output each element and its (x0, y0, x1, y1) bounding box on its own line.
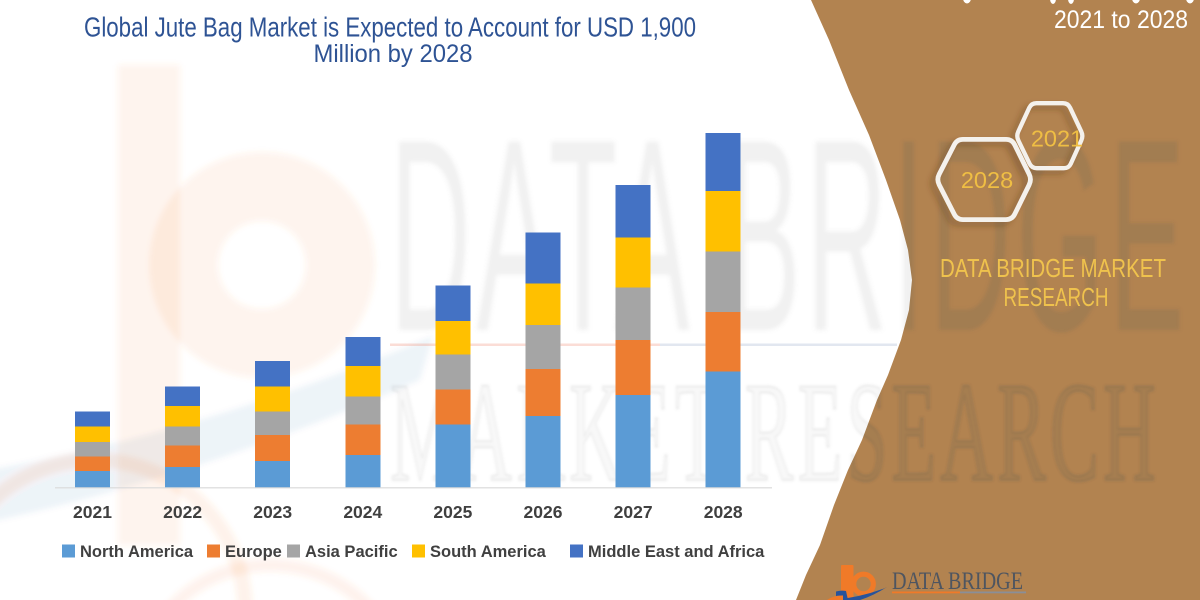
svg-text:2026: 2026 (524, 502, 563, 522)
svg-text:MARKET RESEARCH: MARKET RESEARCH (892, 598, 1024, 600)
svg-text:2023: 2023 (253, 502, 292, 522)
svg-text:North America: North America (80, 543, 194, 561)
svg-text:Million by 2028: Million by 2028 (314, 40, 473, 68)
svg-text:DATA BRIDGE: DATA BRIDGE (390, 83, 1190, 389)
svg-text:2028: 2028 (961, 167, 1013, 193)
svg-text:DATA BRIDGE: DATA BRIDGE (892, 568, 1023, 595)
svg-text:2028: 2028 (704, 502, 743, 522)
svg-text:DATA BRIDGE MARKET: DATA BRIDGE MARKET (940, 253, 1166, 283)
svg-text:MARKET RESEARCH: MARKET RESEARCH (390, 353, 1160, 511)
svg-text:Asia Pacific: Asia Pacific (305, 543, 398, 561)
svg-text:South America: South America (430, 543, 547, 561)
svg-text:2021 to 2028: 2021 to 2028 (1054, 6, 1188, 34)
svg-text:2021: 2021 (1031, 126, 1083, 152)
svg-text:2024: 2024 (343, 502, 382, 522)
svg-text:Global Jute Bag Market is Expe: Global Jute Bag Market is Expected to Ac… (84, 12, 696, 43)
svg-text:RESEARCH: RESEARCH (1004, 282, 1109, 312)
svg-text:2021: 2021 (73, 502, 112, 522)
svg-text:2027: 2027 (614, 502, 653, 522)
svg-text:2022: 2022 (163, 502, 202, 522)
svg-text:Middle East and Africa: Middle East and Africa (588, 543, 765, 561)
svg-text:2025: 2025 (433, 502, 472, 522)
svg-text:Europe: Europe (225, 543, 282, 561)
